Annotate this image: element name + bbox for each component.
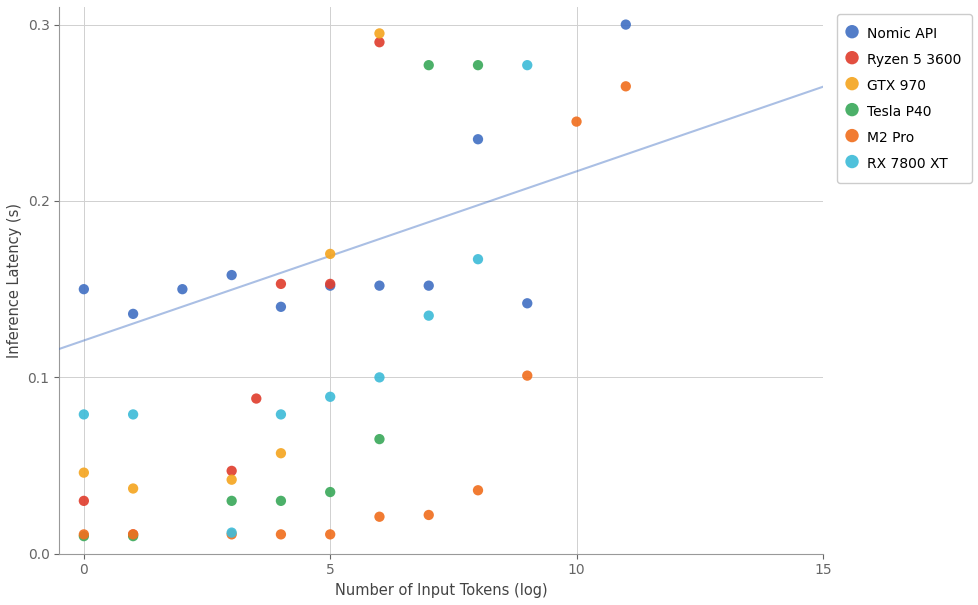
Nomic API: [76, 284, 92, 294]
Nomic API: [224, 270, 240, 280]
M2 Pro: [519, 371, 535, 381]
Ryzen 5 3600: [273, 279, 289, 289]
Ryzen 5 3600: [224, 466, 240, 476]
RX 7800 XT: [224, 528, 240, 537]
M2 Pro: [273, 529, 289, 539]
RX 7800 XT: [273, 410, 289, 419]
M2 Pro: [469, 485, 485, 495]
Tesla P40: [224, 496, 240, 506]
M2 Pro: [322, 529, 337, 539]
Tesla P40: [76, 531, 92, 541]
Ryzen 5 3600: [248, 394, 264, 404]
Nomic API: [617, 20, 633, 30]
Nomic API: [519, 298, 535, 308]
Tesla P40: [125, 531, 141, 541]
RX 7800 XT: [519, 60, 535, 70]
GTX 970: [224, 475, 240, 485]
M2 Pro: [224, 529, 240, 539]
Tesla P40: [322, 487, 337, 497]
Nomic API: [421, 281, 436, 290]
RX 7800 XT: [372, 373, 387, 382]
GTX 970: [273, 448, 289, 458]
M2 Pro: [421, 510, 436, 520]
RX 7800 XT: [469, 254, 485, 264]
M2 Pro: [617, 82, 633, 91]
M2 Pro: [76, 529, 92, 539]
Nomic API: [322, 281, 337, 290]
Tesla P40: [421, 60, 436, 70]
Nomic API: [469, 134, 485, 144]
Nomic API: [125, 309, 141, 319]
Nomic API: [372, 281, 387, 290]
Tesla P40: [469, 60, 485, 70]
M2 Pro: [372, 512, 387, 522]
Ryzen 5 3600: [76, 496, 92, 506]
Tesla P40: [273, 496, 289, 506]
Ryzen 5 3600: [125, 529, 141, 539]
RX 7800 XT: [322, 392, 337, 402]
Y-axis label: Inference Latency (s): Inference Latency (s): [7, 203, 22, 358]
GTX 970: [372, 28, 387, 38]
X-axis label: Number of Input Tokens (log): Number of Input Tokens (log): [334, 583, 547, 598]
RX 7800 XT: [125, 410, 141, 419]
GTX 970: [125, 483, 141, 493]
Ryzen 5 3600: [372, 38, 387, 47]
Tesla P40: [372, 434, 387, 444]
GTX 970: [322, 249, 337, 259]
Nomic API: [174, 284, 190, 294]
GTX 970: [76, 468, 92, 477]
Legend: Nomic API, Ryzen 5 3600, GTX 970, Tesla P40, M2 Pro, RX 7800 XT: Nomic API, Ryzen 5 3600, GTX 970, Tesla …: [836, 14, 971, 183]
Ryzen 5 3600: [322, 279, 337, 289]
M2 Pro: [568, 117, 584, 126]
RX 7800 XT: [76, 410, 92, 419]
Nomic API: [273, 302, 289, 312]
M2 Pro: [125, 529, 141, 539]
RX 7800 XT: [421, 311, 436, 321]
